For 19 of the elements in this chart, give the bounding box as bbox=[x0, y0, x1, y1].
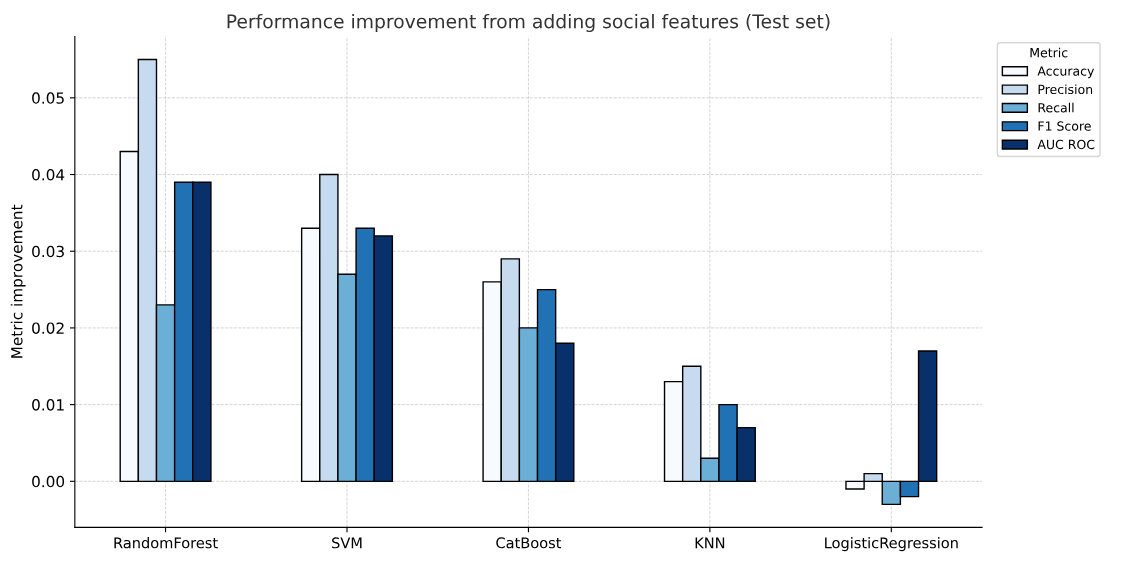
y-tick-label: 0.00 bbox=[32, 475, 65, 488]
y-tick-label: 0.01 bbox=[32, 399, 64, 411]
legend-label: Precision bbox=[1038, 84, 1093, 95]
legend-label: Recall bbox=[1038, 102, 1074, 113]
legend-title: Metric bbox=[1030, 47, 1068, 58]
y-tick-label: 0.04 bbox=[32, 168, 65, 181]
x-tick-label: LogisticRegression bbox=[825, 537, 958, 552]
x-tick-label: RandomForest bbox=[114, 537, 218, 549]
legend-label: Accuracy bbox=[1037, 66, 1095, 79]
legend-label: F1 Score bbox=[1038, 121, 1091, 131]
y-axis-title: Metric improvement bbox=[10, 204, 26, 358]
y-tick-label: 0.02 bbox=[32, 322, 64, 334]
chart-title: Performance improvement from adding social features (Test set) bbox=[227, 13, 830, 33]
x-tick-label: SVM bbox=[332, 537, 362, 549]
legend-label: AUC ROC bbox=[1037, 139, 1095, 150]
x-tick-label: CatBoost bbox=[496, 537, 562, 549]
x-tick-label: KNN bbox=[695, 537, 725, 549]
y-tick-label: 0.03 bbox=[32, 245, 64, 258]
y-tick-label: 0.05 bbox=[32, 92, 64, 104]
